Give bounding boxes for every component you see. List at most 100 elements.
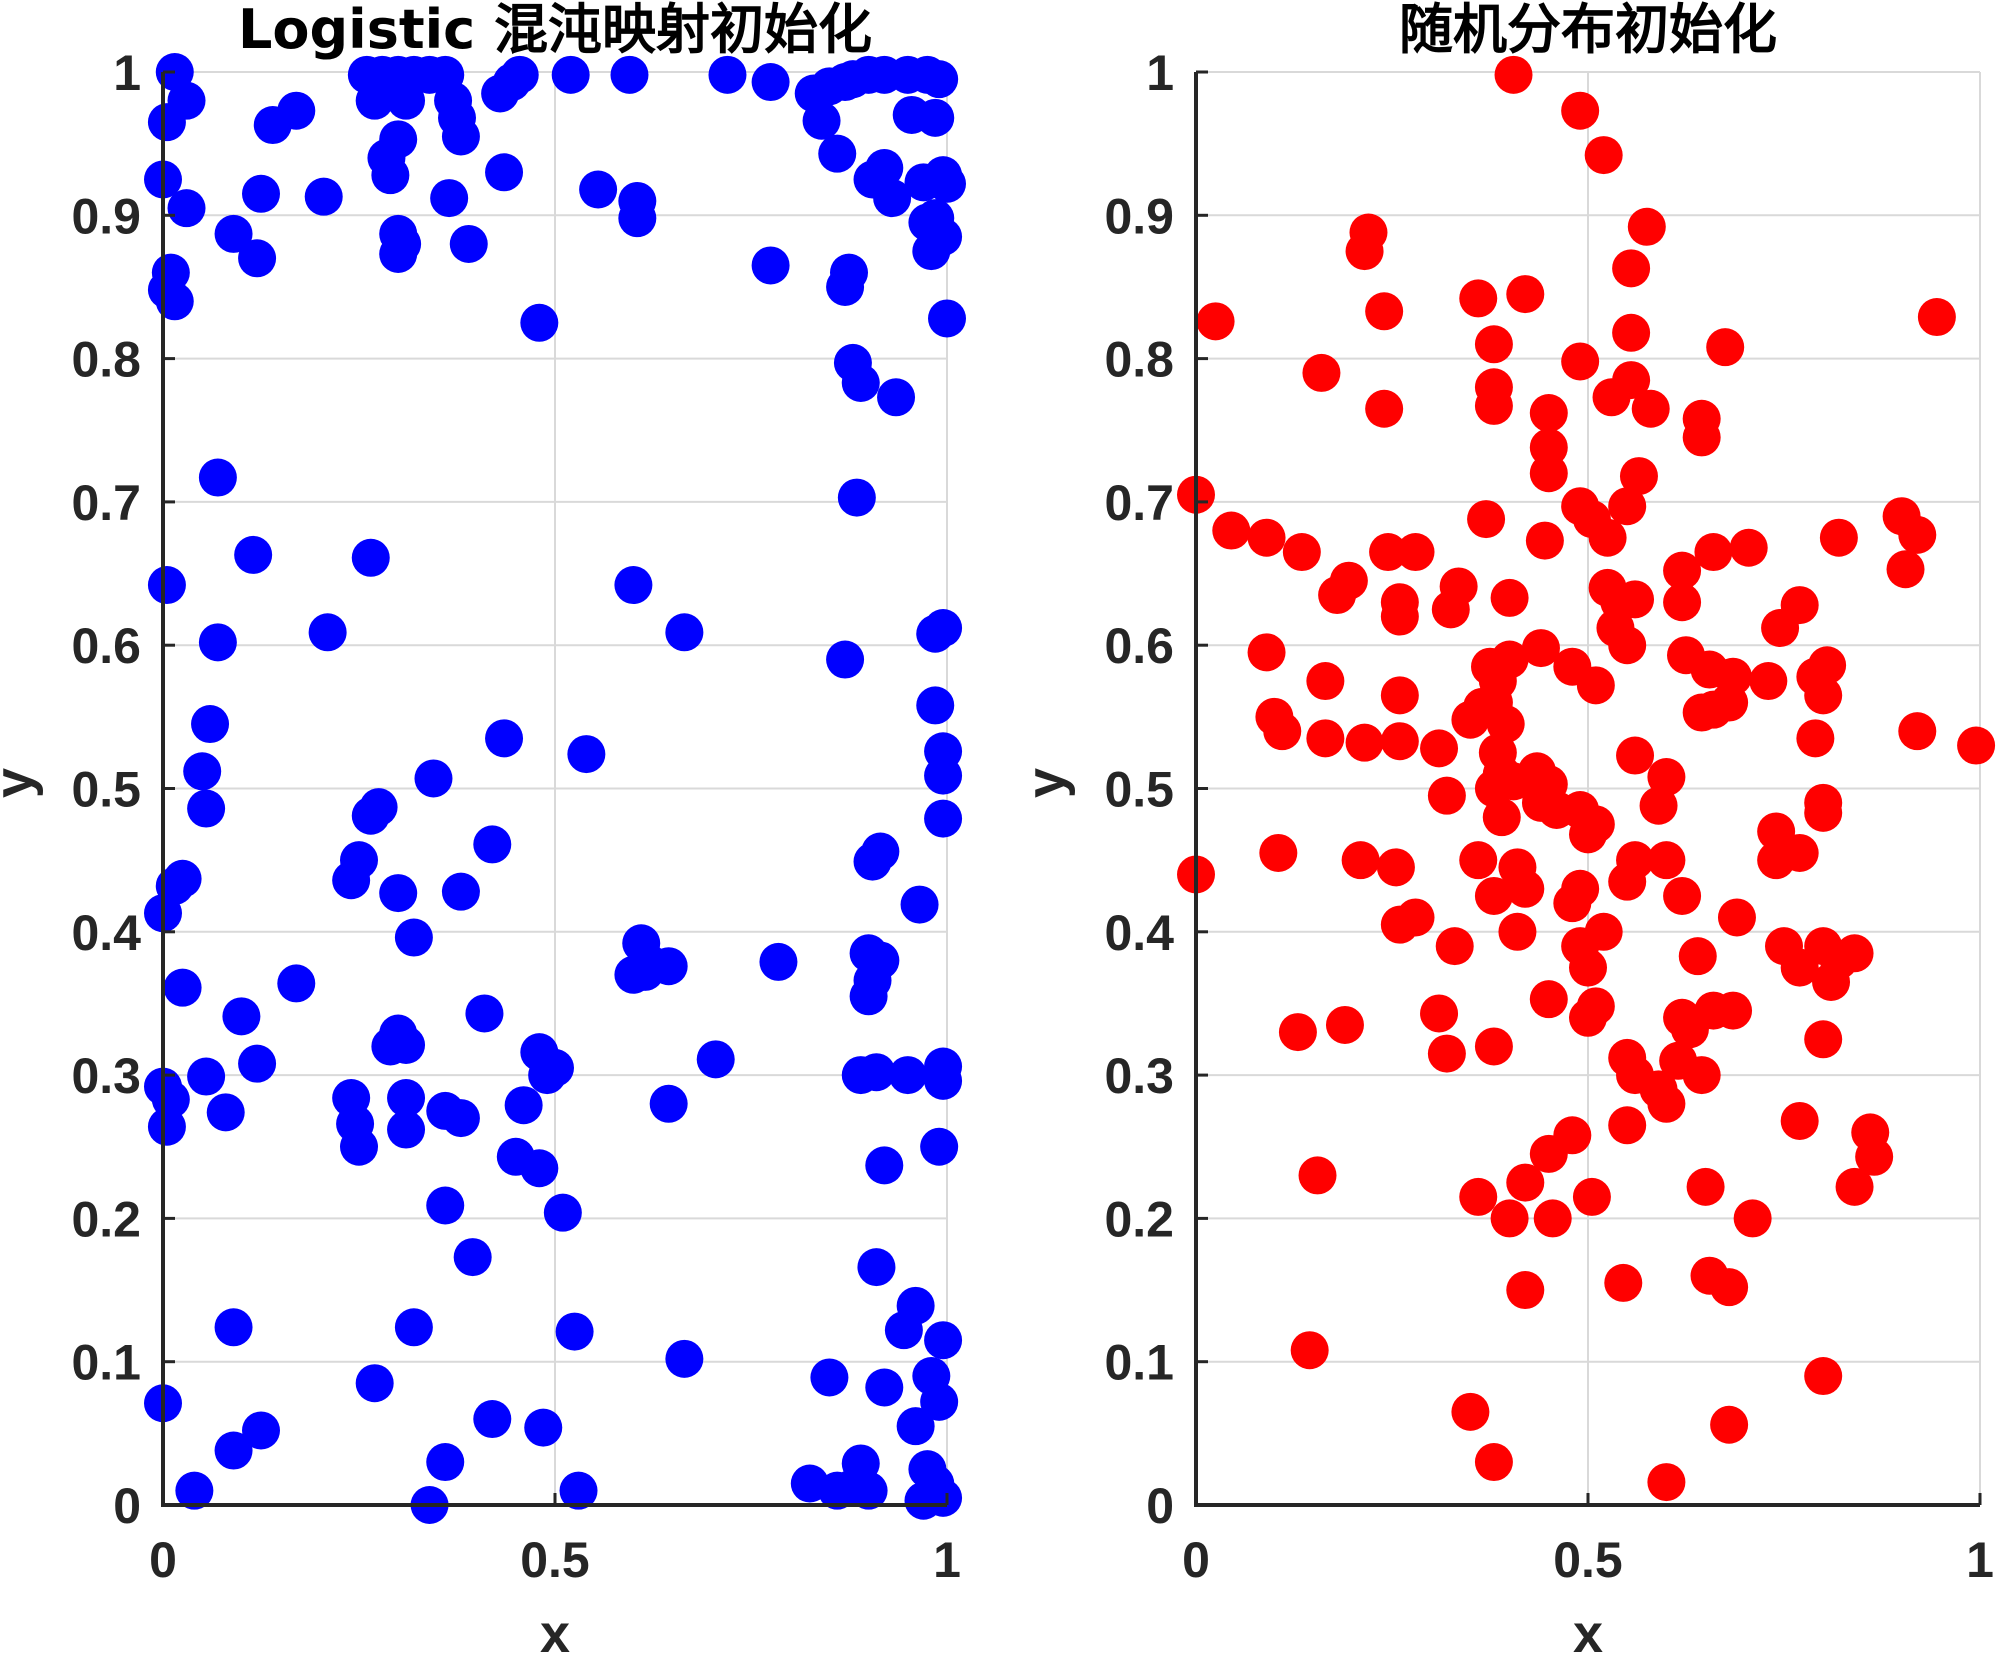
- data-point: [1278, 1013, 1317, 1052]
- data-point: [222, 997, 261, 1036]
- data-point: [1459, 841, 1498, 880]
- data-point: [1627, 207, 1666, 246]
- data-point: [1804, 1357, 1843, 1396]
- data-point: [751, 246, 790, 285]
- data-point: [1302, 353, 1341, 392]
- data-point: [1341, 841, 1380, 880]
- data-point: [1804, 793, 1843, 832]
- data-point: [441, 1099, 480, 1138]
- data-point: [1835, 1167, 1874, 1206]
- data-point: [1212, 511, 1251, 550]
- data-point: [1365, 389, 1404, 428]
- data-point: [665, 1339, 704, 1378]
- data-point: [379, 234, 418, 273]
- data-point: [1506, 869, 1545, 908]
- data-point: [1490, 1199, 1529, 1238]
- data-point: [924, 1478, 963, 1517]
- data-point: [1631, 389, 1670, 428]
- data-point: [649, 947, 688, 986]
- y-tick-label: 0.1: [1104, 1335, 1174, 1391]
- data-point: [920, 1382, 959, 1421]
- data-point: [1306, 662, 1345, 701]
- data-point: [449, 224, 488, 263]
- data-point: [379, 874, 418, 913]
- data-point: [1325, 1005, 1364, 1044]
- data-point: [1804, 676, 1843, 715]
- y-tick-label: 0.9: [71, 188, 141, 244]
- data-point: [1380, 722, 1419, 761]
- data-point: [1608, 626, 1647, 665]
- data-point: [916, 98, 955, 137]
- x-axis-label: x: [540, 1604, 570, 1660]
- data-point: [916, 686, 955, 725]
- data-point: [1435, 927, 1474, 966]
- data-point: [520, 1149, 559, 1188]
- data-point: [1917, 298, 1956, 337]
- data-point: [1298, 1156, 1337, 1195]
- data-point: [1647, 841, 1686, 880]
- y-tick-label: 0: [113, 1478, 141, 1534]
- data-point: [1345, 232, 1384, 271]
- plot-area: 0 0.1 0.2 0.3 0.4 0.5 0.6 0.7 0.8 0.9 1 0 0.5 1: [71, 45, 966, 1588]
- data-point: [1474, 769, 1513, 808]
- data-point: [551, 55, 590, 94]
- data-point: [1647, 1084, 1686, 1123]
- data-point: [453, 1238, 492, 1277]
- y-tick-label: 0.3: [71, 1048, 141, 1104]
- data-point: [147, 103, 186, 142]
- data-point: [1717, 898, 1756, 937]
- data-point: [371, 1027, 410, 1066]
- data-point: [865, 1146, 904, 1185]
- data-point: [1808, 646, 1847, 685]
- data-point: [896, 1407, 935, 1446]
- data-point: [555, 1312, 594, 1351]
- data-point: [1494, 55, 1533, 94]
- data-point: [355, 1364, 394, 1403]
- data-point: [857, 1053, 896, 1092]
- data-point: [441, 117, 480, 156]
- data-point: [1561, 869, 1600, 908]
- data-point: [1616, 841, 1655, 880]
- data-point: [900, 885, 939, 924]
- y-tick-label: 0.9: [1104, 188, 1174, 244]
- plot-area: 0 0.1 0.2 0.3 0.4 0.5 0.6 0.7 0.8 0.9 1 0 0.5 1: [1104, 45, 1996, 1588]
- data-point: [884, 1311, 923, 1350]
- x-tick-label: 0.5: [520, 1532, 590, 1588]
- data-point: [1663, 876, 1702, 915]
- data-point: [465, 994, 504, 1033]
- data-point: [1467, 500, 1506, 539]
- data-point: [1619, 457, 1658, 496]
- data-point: [1710, 1405, 1749, 1444]
- data-point: [1686, 1167, 1725, 1206]
- data-point: [473, 1400, 512, 1439]
- data-point: [500, 55, 539, 94]
- random-init-panel: 0 0.1 0.2 0.3 0.4 0.5 0.6 0.7 0.8 0.9 1 0 0.5 1 随机分布初始…: [1016, 0, 1996, 1660]
- data-point: [485, 153, 524, 192]
- data-point: [1616, 736, 1655, 775]
- chart-title: Logistic 混沌映射初始化: [238, 0, 872, 61]
- data-point: [340, 1127, 378, 1166]
- data-point: [536, 1048, 574, 1087]
- data-point: [206, 1093, 245, 1132]
- data-point: [1804, 1020, 1843, 1059]
- data-point: [928, 299, 966, 338]
- data-point: [1427, 1034, 1466, 1073]
- y-tick-label: 1: [1146, 45, 1174, 101]
- data-point: [1506, 1163, 1545, 1202]
- data-point: [1451, 1392, 1490, 1431]
- data-point: [924, 609, 963, 648]
- data-point: [426, 1186, 465, 1225]
- data-point: [559, 1471, 598, 1510]
- data-point: [579, 170, 618, 209]
- x-tick-label: 1: [1966, 1532, 1994, 1588]
- data-point: [1506, 1271, 1545, 1310]
- data-point: [1576, 666, 1615, 705]
- y-tick-label: 0.8: [1104, 332, 1174, 388]
- y-tick-label: 0.4: [1104, 905, 1174, 961]
- x-tick-label: 0: [1182, 1532, 1210, 1588]
- data-point: [1290, 1331, 1329, 1370]
- data-point: [163, 859, 202, 898]
- data-point: [924, 1061, 963, 1100]
- data-point: [1569, 948, 1607, 987]
- data-point: [826, 640, 865, 679]
